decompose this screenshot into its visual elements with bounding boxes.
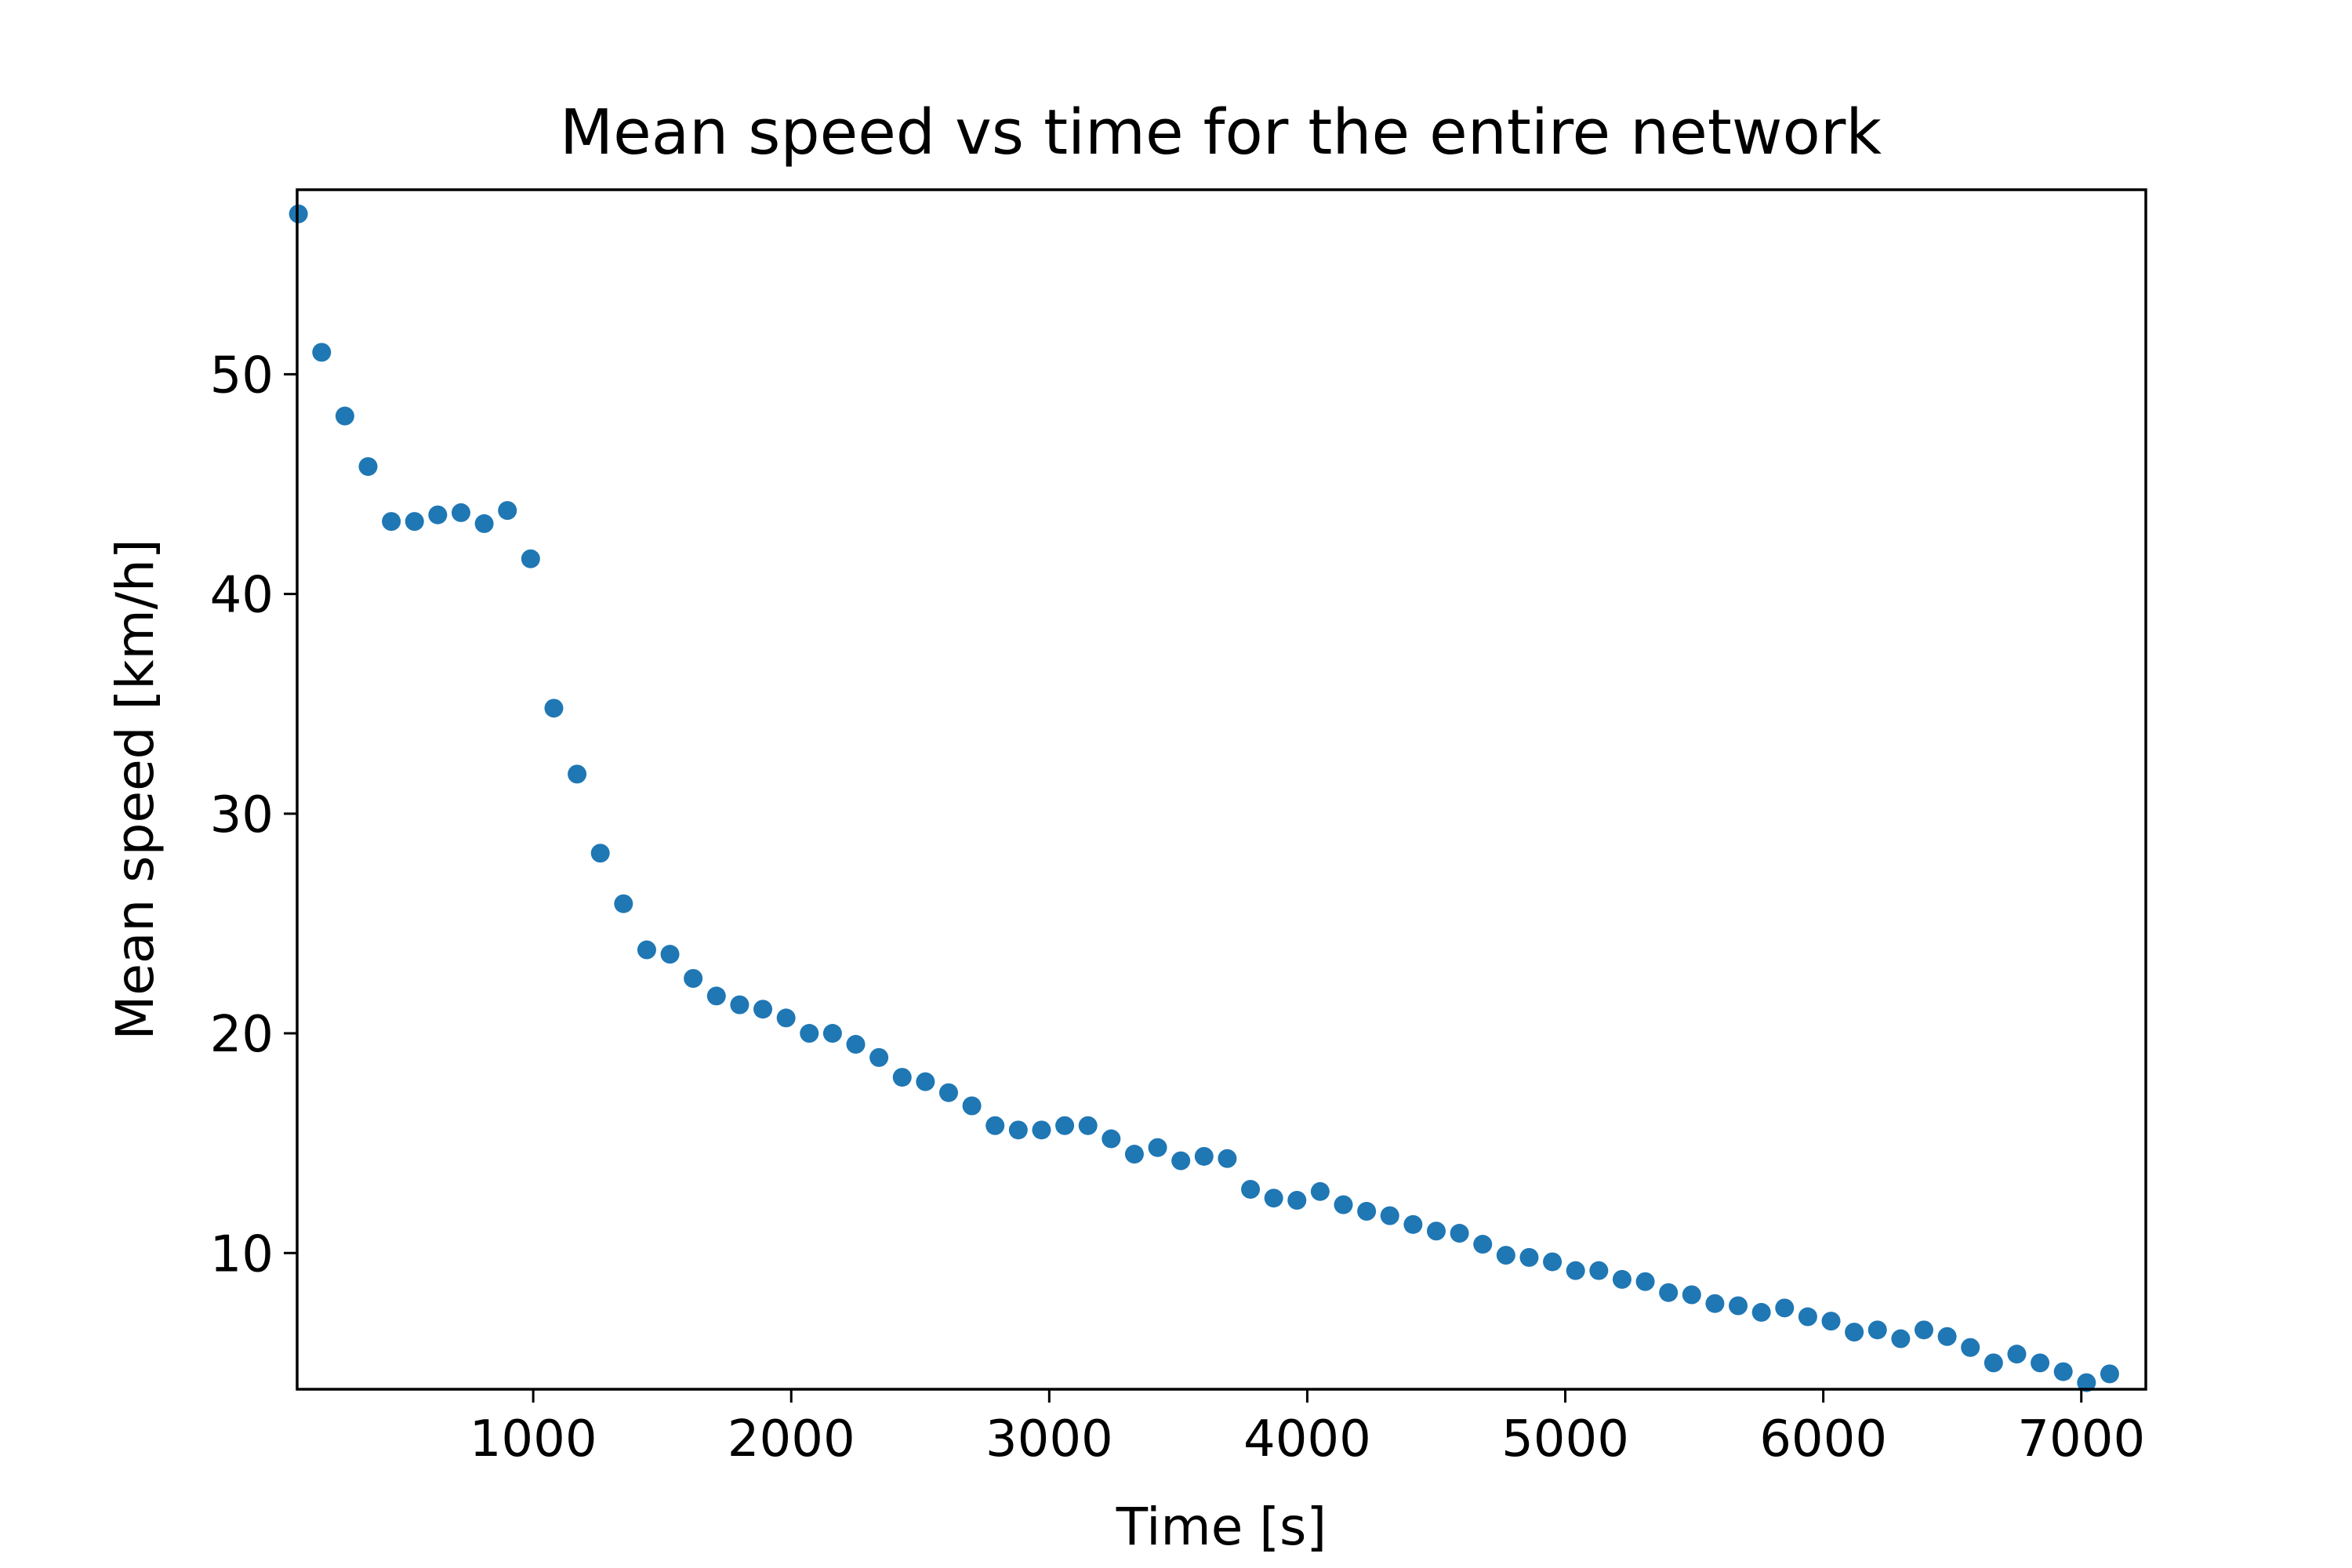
data-point — [1635, 1272, 1655, 1291]
data-point — [1264, 1189, 1283, 1208]
data-point — [962, 1096, 982, 1116]
data-point — [1473, 1235, 1493, 1254]
chart-title: Mean speed vs time for the entire networ… — [560, 96, 1882, 169]
data-point — [568, 764, 587, 784]
x-tick-label: 6000 — [1759, 1410, 1887, 1468]
data-point — [938, 1083, 958, 1102]
data-point — [706, 986, 726, 1006]
x-axis-label: Time [s] — [1116, 1497, 1327, 1557]
data-point — [637, 940, 656, 960]
y-tick-label: 40 — [210, 567, 274, 625]
data-point — [521, 549, 540, 568]
x-tick-label: 5000 — [1501, 1410, 1629, 1468]
data-points — [289, 204, 2119, 1392]
data-point — [358, 457, 378, 477]
y-tick-label: 30 — [210, 786, 274, 844]
data-point — [2100, 1364, 2119, 1384]
data-point — [2007, 1345, 2027, 1364]
x-tick-label: 3000 — [985, 1410, 1113, 1468]
data-point — [335, 406, 354, 426]
data-point — [800, 1024, 819, 1044]
data-point — [1867, 1320, 1887, 1340]
data-point — [451, 503, 470, 522]
data-point — [1171, 1151, 1191, 1171]
data-point — [2077, 1373, 2096, 1392]
data-point — [1148, 1138, 1167, 1157]
data-point — [846, 1035, 866, 1054]
x-tick-label: 2000 — [728, 1410, 855, 1468]
data-point — [730, 995, 750, 1014]
x-axis-ticks: 1000 2000 3000 4000 5000 6000 7000 — [470, 1389, 2145, 1468]
data-point — [1729, 1296, 1748, 1316]
data-point — [1357, 1202, 1377, 1221]
data-point — [1821, 1312, 1841, 1331]
y-axis-ticks: 10 20 30 40 50 — [210, 347, 297, 1283]
data-point — [544, 699, 564, 718]
data-point — [1055, 1116, 1075, 1135]
data-point — [1380, 1206, 1399, 1225]
y-tick-label: 10 — [210, 1225, 274, 1283]
data-point — [1241, 1180, 1261, 1199]
data-point — [2053, 1362, 2073, 1381]
data-point — [614, 894, 633, 913]
data-point — [1194, 1146, 1214, 1166]
data-point — [1589, 1261, 1609, 1280]
data-point — [1914, 1320, 1933, 1340]
data-point — [1937, 1327, 1957, 1346]
data-point — [660, 945, 680, 964]
data-point — [1612, 1269, 1632, 1289]
data-point — [1984, 1353, 2003, 1373]
data-point — [1845, 1323, 1864, 1342]
data-point — [1426, 1221, 1446, 1241]
y-tick-label: 50 — [210, 347, 274, 405]
axes-frame — [296, 188, 2147, 1391]
data-point — [985, 1116, 1005, 1135]
data-point — [1566, 1261, 1585, 1280]
data-point — [1659, 1283, 1679, 1302]
y-axis-label: Mean speed [km/h] — [105, 539, 165, 1040]
data-point — [1310, 1181, 1330, 1201]
data-point — [892, 1068, 912, 1087]
data-point — [1519, 1247, 1539, 1267]
data-point — [2031, 1353, 2050, 1373]
y-tick-label: 20 — [210, 1006, 274, 1064]
data-point — [498, 501, 517, 521]
data-point — [312, 343, 332, 362]
data-point — [1705, 1294, 1725, 1313]
data-point — [822, 1024, 842, 1044]
data-point — [1287, 1191, 1307, 1210]
data-point — [382, 512, 401, 532]
data-point — [1102, 1129, 1121, 1149]
x-tick-label: 7000 — [2017, 1410, 2145, 1468]
data-point — [1891, 1329, 1911, 1348]
x-tick-label: 4000 — [1243, 1410, 1371, 1468]
data-point — [428, 505, 448, 524]
data-point — [1751, 1302, 1771, 1322]
data-point — [1218, 1149, 1237, 1168]
data-point — [405, 512, 424, 532]
data-point — [1496, 1246, 1515, 1265]
x-tick-label: 1000 — [470, 1410, 597, 1468]
data-point — [753, 1000, 773, 1019]
data-point — [590, 844, 610, 863]
data-point — [1450, 1224, 1469, 1243]
data-point — [1334, 1195, 1353, 1214]
data-point — [916, 1072, 935, 1091]
data-point — [1798, 1307, 1817, 1327]
data-point — [776, 1008, 796, 1028]
data-point — [684, 968, 703, 988]
data-point — [869, 1047, 889, 1067]
data-point — [1032, 1120, 1051, 1140]
data-point — [1961, 1338, 1980, 1357]
data-point — [1403, 1214, 1423, 1234]
data-point — [1775, 1298, 1795, 1318]
data-point — [1682, 1285, 1701, 1305]
data-point — [1124, 1145, 1144, 1164]
data-point — [1543, 1252, 1563, 1272]
data-point — [1078, 1116, 1098, 1135]
data-point — [474, 514, 494, 533]
data-point — [1008, 1120, 1028, 1140]
